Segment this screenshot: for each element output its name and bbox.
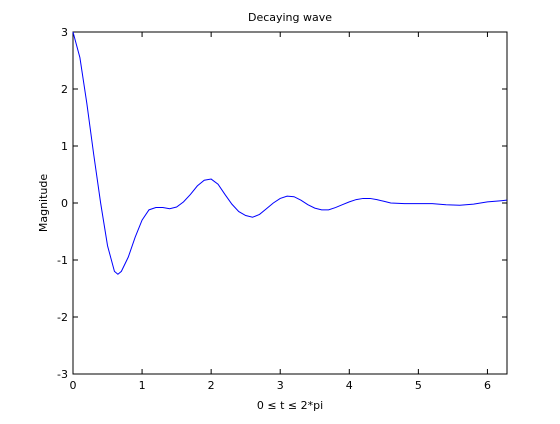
y-tick-label: -3 (57, 368, 68, 381)
x-tick-label: 5 (415, 379, 422, 392)
y-tick-label: 3 (61, 26, 68, 39)
x-tick-label: 4 (346, 379, 353, 392)
x-axis-label: 0 ≤ t ≤ 2*pi (257, 399, 323, 412)
y-tick-label: -1 (57, 254, 68, 267)
y-tick-label: 1 (61, 140, 68, 153)
y-tick-label: 2 (61, 83, 68, 96)
x-tick-label: 3 (277, 379, 284, 392)
axes-box (72, 31, 508, 375)
y-tick-label: 0 (61, 197, 68, 210)
chart-title: Decaying wave (248, 11, 332, 24)
x-tick-label: 1 (139, 379, 146, 392)
data-line (72, 31, 507, 275)
x-tick-label: 2 (208, 379, 215, 392)
x-tick-label: 0 (70, 379, 77, 392)
y-tick-label: -2 (57, 311, 68, 324)
y-axis-label: Magnitude (37, 174, 50, 233)
x-tick-label: 6 (484, 379, 491, 392)
